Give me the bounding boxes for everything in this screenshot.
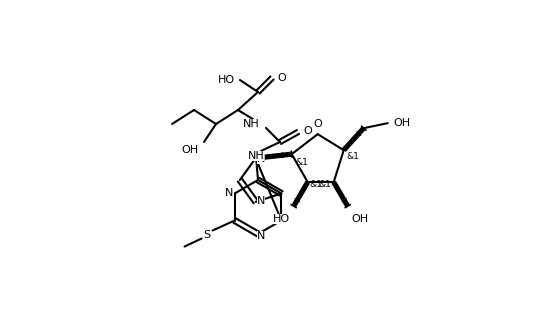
Text: &1: &1 bbox=[296, 158, 309, 167]
Text: OH: OH bbox=[351, 214, 369, 224]
Text: S: S bbox=[203, 229, 210, 239]
Text: N: N bbox=[257, 231, 265, 241]
Text: NH: NH bbox=[248, 151, 264, 161]
Text: NH: NH bbox=[243, 119, 260, 129]
Text: O: O bbox=[314, 119, 322, 129]
Text: &1: &1 bbox=[319, 180, 332, 189]
Text: HO: HO bbox=[272, 214, 290, 224]
Text: OH: OH bbox=[182, 145, 199, 155]
Text: &1: &1 bbox=[347, 152, 360, 161]
Text: O: O bbox=[303, 126, 312, 136]
Text: N: N bbox=[257, 196, 265, 206]
Text: &1: &1 bbox=[310, 180, 323, 189]
Text: O: O bbox=[277, 73, 286, 83]
Text: OH: OH bbox=[394, 118, 411, 128]
Text: HO: HO bbox=[218, 75, 235, 85]
Text: N: N bbox=[225, 188, 234, 197]
Text: N: N bbox=[257, 154, 265, 164]
